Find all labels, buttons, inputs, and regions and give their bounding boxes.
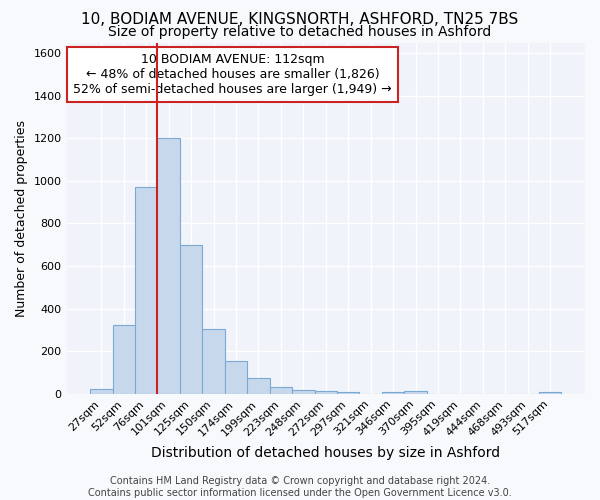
Text: Size of property relative to detached houses in Ashford: Size of property relative to detached ho… bbox=[109, 25, 491, 39]
Bar bbox=[180, 245, 202, 394]
Y-axis label: Number of detached properties: Number of detached properties bbox=[15, 120, 28, 316]
Bar bbox=[292, 390, 314, 394]
Bar bbox=[269, 388, 292, 394]
Bar bbox=[225, 361, 247, 394]
Text: Contains HM Land Registry data © Crown copyright and database right 2024.
Contai: Contains HM Land Registry data © Crown c… bbox=[88, 476, 512, 498]
Bar bbox=[337, 392, 359, 394]
Bar bbox=[202, 329, 225, 394]
Bar bbox=[135, 188, 157, 394]
Bar bbox=[113, 324, 135, 394]
Bar bbox=[157, 138, 180, 394]
Bar bbox=[314, 390, 337, 394]
Bar bbox=[90, 388, 113, 394]
Bar bbox=[404, 390, 427, 394]
X-axis label: Distribution of detached houses by size in Ashford: Distribution of detached houses by size … bbox=[151, 446, 500, 460]
Bar bbox=[539, 392, 562, 394]
Text: 10 BODIAM AVENUE: 112sqm
← 48% of detached houses are smaller (1,826)
52% of sem: 10 BODIAM AVENUE: 112sqm ← 48% of detach… bbox=[73, 53, 392, 96]
Bar bbox=[382, 392, 404, 394]
Text: 10, BODIAM AVENUE, KINGSNORTH, ASHFORD, TN25 7BS: 10, BODIAM AVENUE, KINGSNORTH, ASHFORD, … bbox=[82, 12, 518, 28]
Bar bbox=[247, 378, 269, 394]
